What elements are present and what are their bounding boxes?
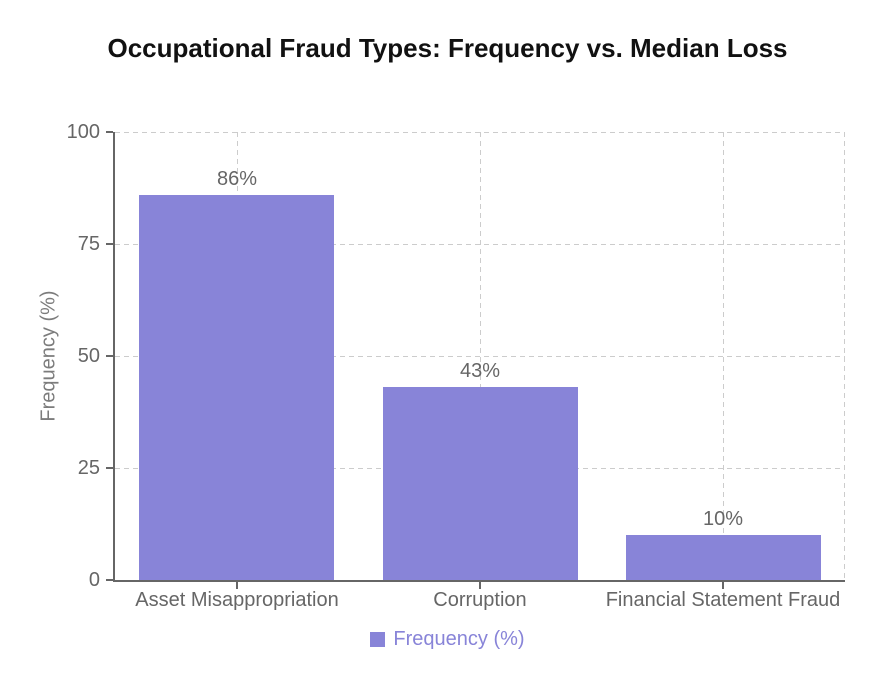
y-tick-label-100: 100 <box>66 121 100 143</box>
bar-financial-statement-fraud[interactable] <box>626 535 821 580</box>
y-tick-label-25: 25 <box>77 457 100 479</box>
x-tick-financial-statement-fraud <box>722 582 724 589</box>
bar-value-label-financial-statement-fraud: 10% <box>702 508 744 530</box>
bar-value-label-asset-misappropriation: 86% <box>216 168 258 190</box>
y-axis-line <box>113 132 115 582</box>
x-tick-label-corruption: Corruption <box>433 589 527 611</box>
y-tick-label-75: 75 <box>77 233 100 255</box>
plot-area: 86% 43% 10% <box>106 131 845 589</box>
x-axis-line <box>113 580 845 582</box>
x-tick-asset-misappropriation <box>236 582 238 589</box>
y-tick-75 <box>106 243 113 245</box>
y-tick-100 <box>106 131 113 133</box>
gridline-v-2 <box>723 132 724 580</box>
y-tick-25 <box>106 467 113 469</box>
y-tick-label-0: 0 <box>88 569 100 591</box>
y-tick-50 <box>106 355 113 357</box>
y-tick-label-50: 50 <box>77 345 100 367</box>
chart-title: Occupational Fraud Types: Frequency vs. … <box>107 33 788 63</box>
x-tick-label-asset-misappropriation: Asset Misappropriation <box>135 589 339 611</box>
gridline-v-1 <box>480 132 481 580</box>
x-tick-corruption <box>479 582 481 589</box>
y-tick-0 <box>106 579 113 581</box>
bar-asset-misappropriation[interactable] <box>139 195 334 580</box>
legend-label-frequency[interactable]: Frequency (%) <box>393 628 525 650</box>
x-tick-label-financial-statement-fraud: Financial Statement Fraud <box>605 589 841 611</box>
bar-value-label-corruption: 43% <box>459 360 501 382</box>
legend-swatch-frequency-icon <box>370 632 386 647</box>
legend: Frequency (%) <box>0 628 895 651</box>
gridline-v-3 <box>844 132 845 580</box>
bar-corruption[interactable] <box>383 387 578 580</box>
